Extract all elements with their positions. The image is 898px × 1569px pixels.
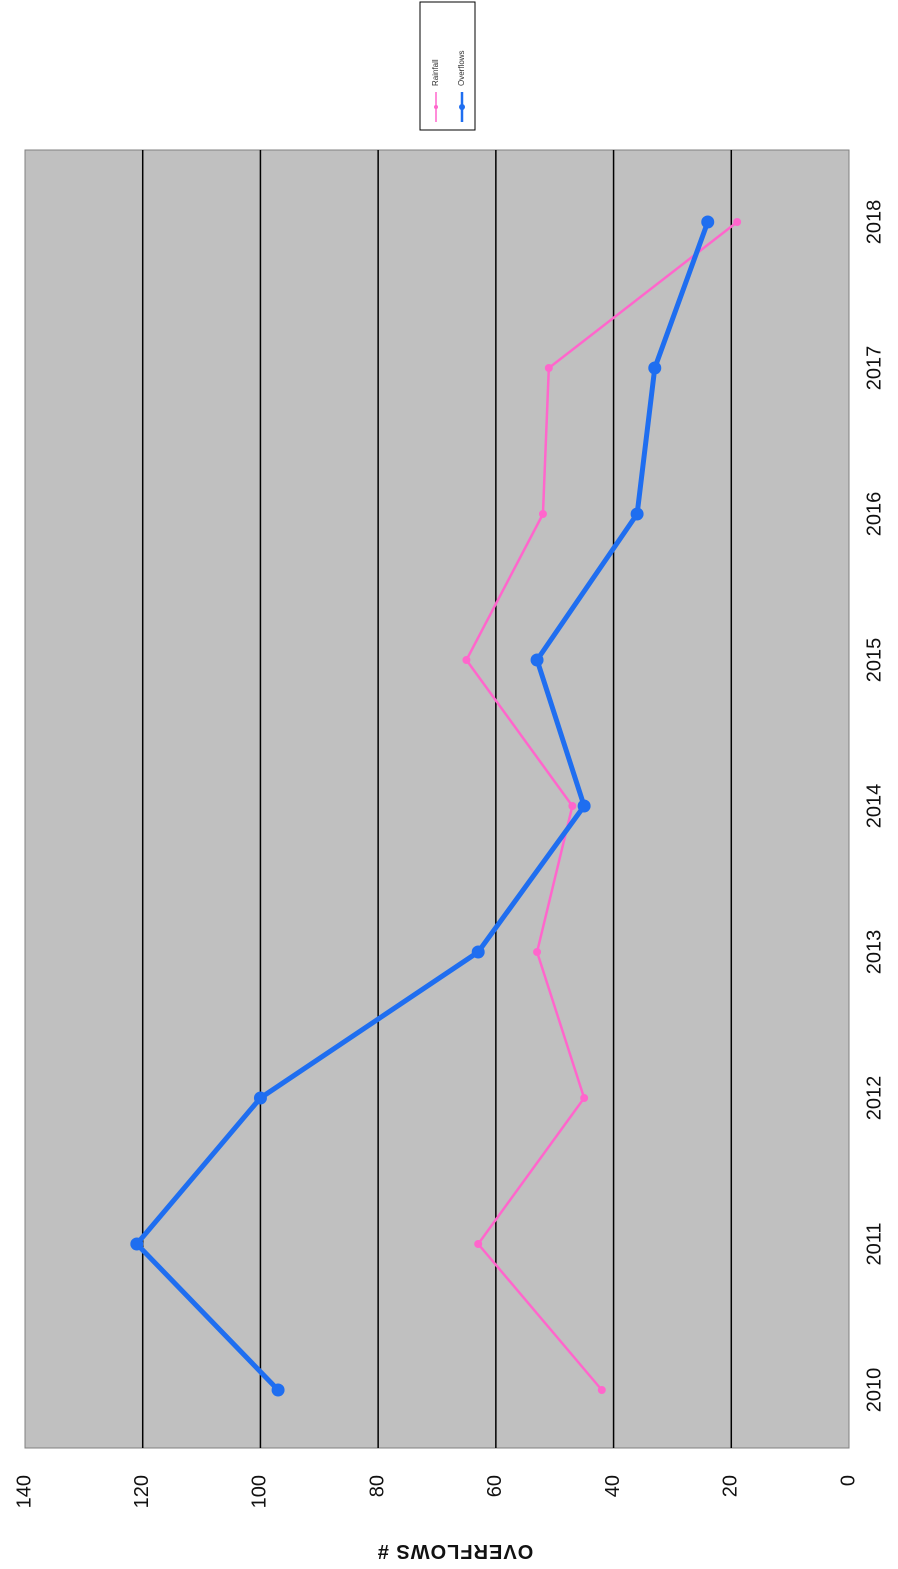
x-tick-label: 2015	[863, 638, 885, 683]
y-tick-label: 40	[602, 1475, 624, 1497]
data-point-overflows	[130, 1237, 144, 1251]
x-tick-label: 2012	[863, 1076, 885, 1121]
data-point-rainfall	[533, 948, 542, 956]
y-tick-label: 20	[720, 1475, 742, 1497]
legend-marker-rainfall	[434, 105, 438, 109]
y-axis-label: OVERFLOWS #	[377, 1540, 534, 1562]
legend-marker-overflows	[459, 104, 465, 110]
x-tick-label: 2014	[863, 784, 885, 829]
y-tick-label: 60	[484, 1475, 506, 1497]
y-axis-ticks: 0 20 40 60 80 100 120 140	[13, 1475, 859, 1508]
legend-label-overflows: Overflows	[457, 50, 466, 86]
data-point-overflows	[701, 215, 715, 229]
data-point-rainfall	[538, 510, 547, 518]
data-point-rainfall	[568, 802, 577, 810]
data-point-rainfall	[733, 218, 742, 226]
data-point-rainfall	[597, 1386, 606, 1394]
data-point-overflows	[630, 507, 644, 521]
legend: Rainfall Overflows	[419, 1, 476, 131]
data-point-rainfall	[544, 364, 553, 372]
x-tick-label: 2016	[863, 492, 885, 537]
data-point-overflows	[253, 1091, 267, 1105]
data-point-rainfall	[462, 656, 471, 664]
x-tick-label: 2018	[863, 200, 885, 245]
data-point-overflows	[648, 361, 662, 375]
legend-label-rainfall: Rainfall	[431, 59, 440, 86]
data-point-rainfall	[580, 1094, 589, 1102]
data-point-overflows	[577, 799, 591, 813]
data-point-overflows	[471, 945, 485, 959]
y-tick-label: 100	[249, 1475, 271, 1508]
plot-area	[24, 149, 850, 1449]
y-tick-label: 140	[13, 1475, 35, 1508]
data-point-rainfall	[474, 1240, 483, 1248]
series-group	[130, 215, 742, 1397]
legend-box	[419, 1, 476, 131]
x-tick-label: 2011	[863, 1222, 885, 1265]
x-tick-label: 2017	[863, 346, 885, 391]
x-axis-ticks: 2010 2011 2012 2013 2014 2015 2016 2017 2018	[863, 200, 885, 1413]
data-point-overflows	[271, 1383, 285, 1397]
y-tick-label: 120	[131, 1475, 153, 1508]
x-tick-label: 2013	[863, 930, 885, 975]
data-point-overflows	[530, 653, 544, 667]
gridlines	[141, 150, 733, 1448]
y-tick-label: 0	[837, 1475, 859, 1486]
x-tick-label: 2010	[863, 1368, 885, 1413]
y-tick-label: 80	[366, 1475, 388, 1497]
